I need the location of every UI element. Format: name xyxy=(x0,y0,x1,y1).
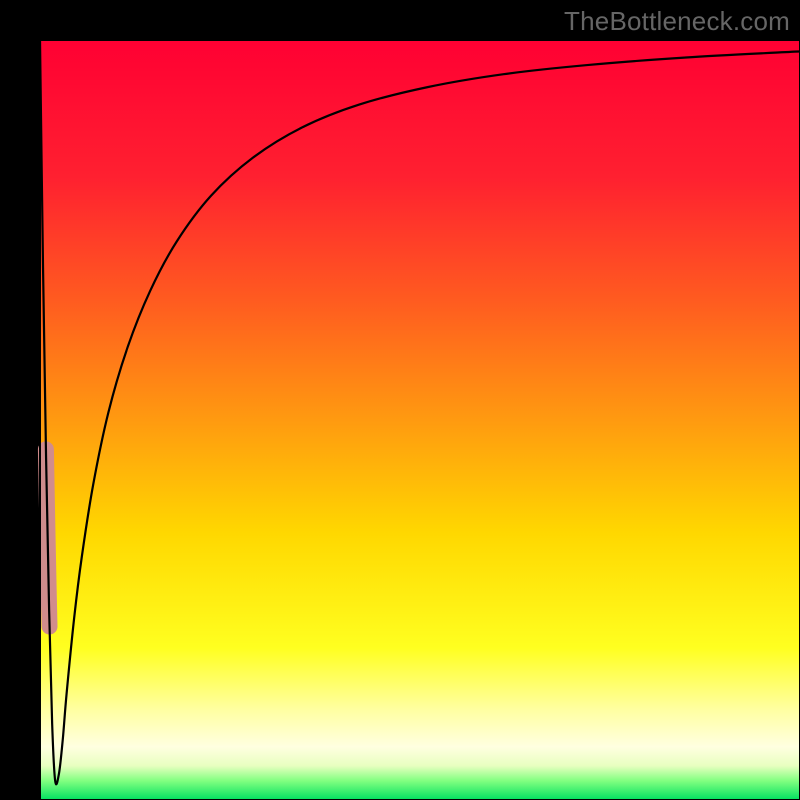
watermark-text: TheBottleneck.com xyxy=(564,6,790,37)
plot-area xyxy=(40,40,800,800)
chart-stage: TheBottleneck.com xyxy=(0,0,800,800)
bottleneck-chart xyxy=(0,0,800,800)
